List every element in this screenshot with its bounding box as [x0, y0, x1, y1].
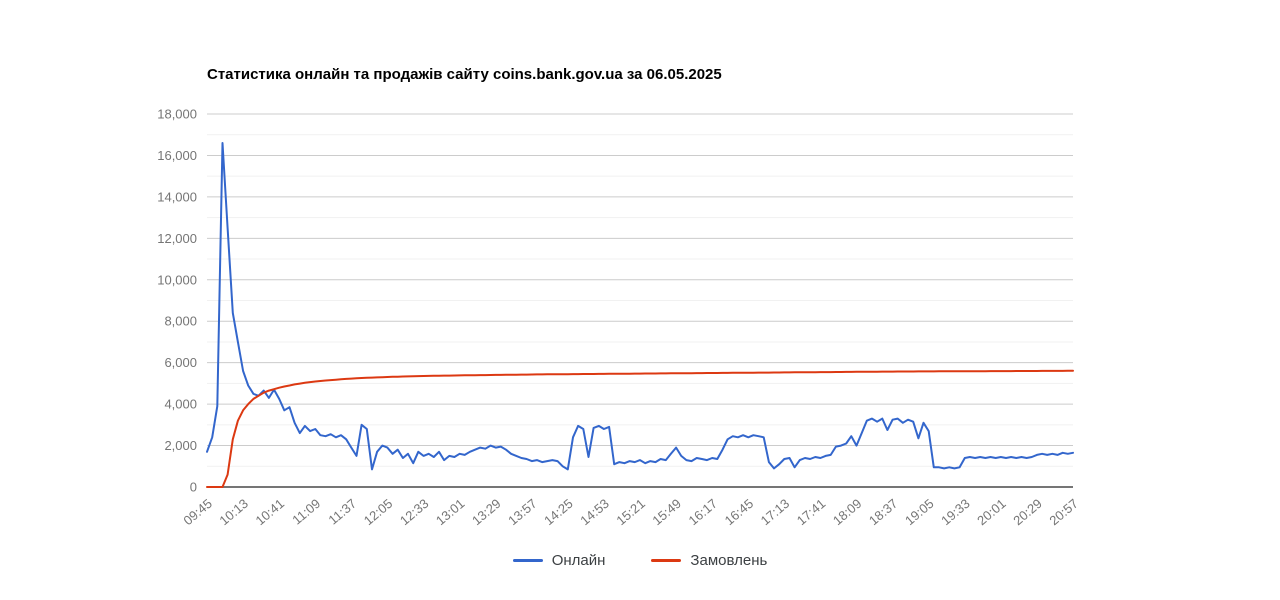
x-tick-label: 12:05	[361, 496, 396, 528]
x-tick-label: 20:01	[974, 496, 1009, 528]
x-tick-label: 14:53	[577, 496, 612, 528]
x-tick-label: 20:29	[1010, 496, 1045, 528]
x-tick-label: 18:37	[866, 496, 901, 528]
legend-label-online: Онлайн	[551, 552, 606, 569]
series-line-orders[interactable]	[206, 369, 1074, 488]
x-tick-label: 15:21	[613, 496, 648, 528]
x-tick-label: 19:33	[938, 496, 973, 528]
x-tick-label: 13:01	[433, 496, 468, 528]
x-tick-label: 18:09	[830, 496, 865, 528]
y-tick-label: 8,000	[164, 314, 197, 329]
chart-svg[interactable]: 0 2,000 4,000 6,000 8,000 10,000 12,000 14,000 1…	[0, 0, 1280, 545]
y-tick-label: 0	[190, 480, 197, 495]
legend-item-online: Онлайн	[512, 552, 606, 569]
y-tick-label: 14,000	[157, 189, 197, 204]
x-tick-label: 16:45	[722, 496, 757, 528]
legend-item-orders: Замовлень	[651, 552, 767, 569]
x-tick-label: 16:17	[686, 496, 721, 528]
y-tick-label: 6,000	[164, 355, 197, 370]
x-tick-label: 13:57	[505, 496, 540, 528]
legend-label-orders: Замовлень	[690, 552, 768, 569]
x-tick-label: 15:49	[649, 496, 684, 528]
x-tick-label: 13:29	[469, 496, 504, 528]
y-tick-label: 2,000	[164, 438, 197, 453]
y-tick-label: 4,000	[164, 397, 197, 412]
x-tick-label: 20:57	[1046, 496, 1081, 528]
x-tick-label: 11:09	[289, 496, 323, 528]
x-tick-label: 17:13	[758, 496, 793, 528]
y-tick-label: 10,000	[157, 272, 197, 287]
x-tick-label: 14:25	[541, 496, 576, 528]
chart-legend: Онлайн Замовлень	[0, 552, 1280, 569]
x-tick-label: 09:45	[180, 496, 215, 528]
x-tick-label: 10:41	[253, 496, 288, 528]
x-tick-label: 12:33	[397, 496, 432, 528]
x-tick-label: 11:37	[325, 496, 359, 528]
x-tick-label: 10:13	[216, 496, 251, 528]
y-tick-label: 12,000	[157, 231, 197, 246]
series-line-online[interactable]	[206, 142, 1074, 471]
y-tick-label: 16,000	[157, 148, 197, 163]
y-tick-label: 18,000	[157, 107, 197, 122]
online-line-swatch	[512, 559, 543, 562]
x-tick-label: 19:05	[902, 496, 937, 528]
x-tick-label: 17:41	[794, 496, 829, 528]
orders-line-swatch	[651, 559, 682, 562]
chart-title: Статистика онлайн та продажів сайту coin…	[207, 66, 722, 83]
